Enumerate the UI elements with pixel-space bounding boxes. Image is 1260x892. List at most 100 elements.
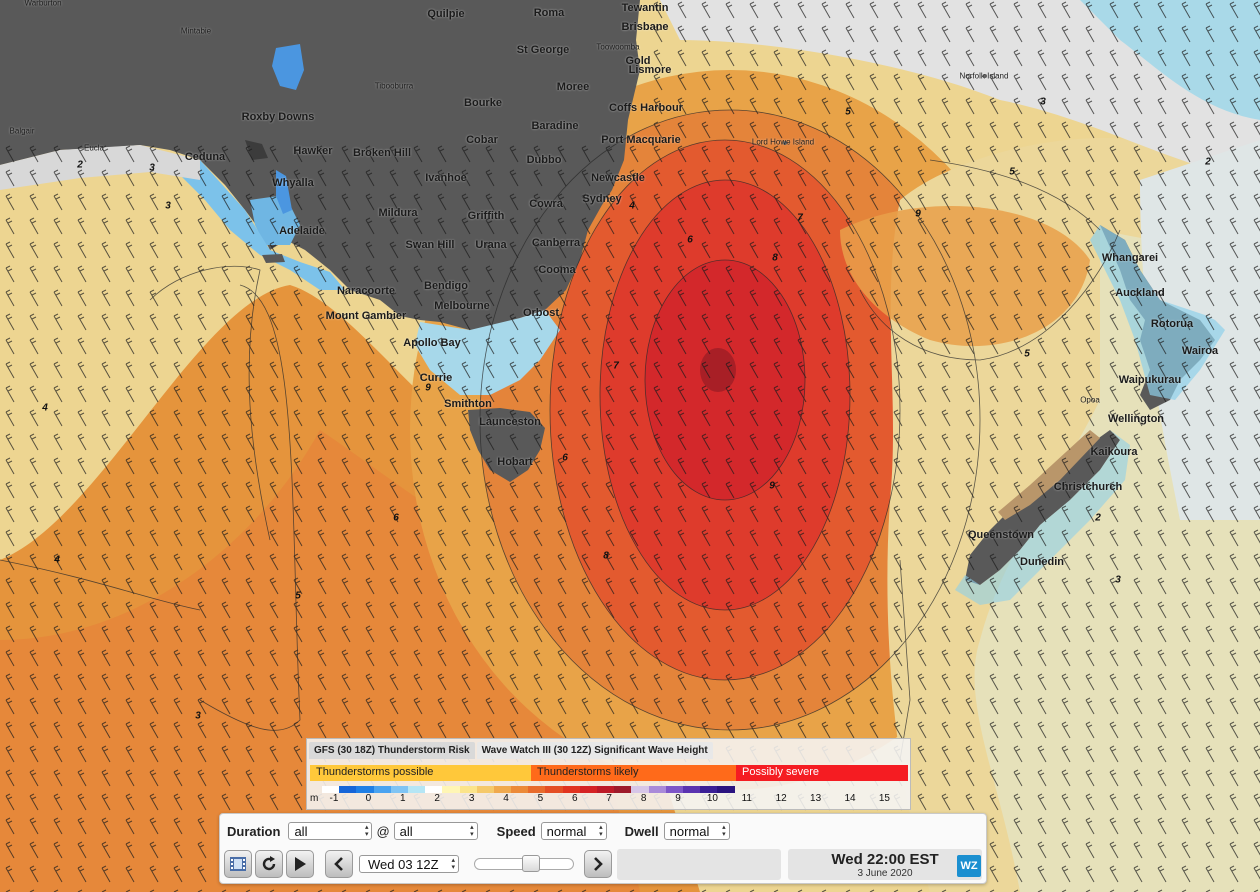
play-icon[interactable] — [286, 850, 314, 878]
contour-value-label: 8 — [603, 550, 609, 562]
speed-value: normal — [546, 824, 587, 839]
scale-color-swatch — [717, 786, 735, 793]
scale-color-swatch — [322, 786, 340, 793]
place-label: Hobart — [497, 456, 533, 468]
scale-color-swatch — [442, 786, 460, 793]
place-label: Naracoorte — [336, 285, 396, 297]
place-label: Dubbo — [526, 154, 562, 166]
wave-contours — [0, 109, 1121, 761]
status-area — [617, 849, 781, 880]
legend-tab-thunderstorm[interactable]: GFS (30 18Z) Thunderstorm Risk — [309, 742, 475, 759]
scale-color-swatch — [511, 786, 529, 793]
speed-select[interactable]: normal — [540, 822, 607, 840]
wave-height-scale — [322, 786, 735, 793]
scale-tick-label: 12 — [775, 793, 787, 804]
contour-value-label: 4 — [42, 402, 48, 414]
scale-unit: m — [310, 793, 319, 804]
place-label: Adelaide — [279, 225, 325, 237]
place-label: Swan Hill — [405, 239, 455, 251]
place-label: Apollo Bay — [403, 337, 461, 349]
legend-tab-wave-height[interactable]: Wave Watch III (30 12Z) Significant Wave… — [476, 742, 713, 759]
duration-select[interactable]: all — [288, 822, 373, 840]
reload-icon[interactable] — [255, 850, 283, 878]
ts-likely: Thunderstorms likely — [531, 765, 736, 781]
place-label: Cooma — [538, 264, 576, 276]
contour-value-label: 7 — [797, 212, 803, 224]
contour-value-label: 5 — [295, 590, 301, 602]
place-label: Moree — [556, 81, 590, 93]
place-label: Waipukurau — [1118, 374, 1182, 386]
place-label: Gold — [625, 55, 651, 67]
contour-value-label: 5 — [1024, 348, 1030, 360]
scale-color-swatch — [390, 786, 408, 793]
contour-value-label: 2 — [1095, 512, 1101, 524]
place-label: Opoa — [1080, 395, 1100, 405]
map-legend: GFS (30 18Z) Thunderstorm Risk Wave Watc… — [306, 738, 911, 810]
weatherzone-logo[interactable]: WZ — [957, 855, 981, 877]
scale-tick-label: 10 — [706, 793, 718, 804]
place-label: Launceston — [479, 416, 541, 428]
place-label: Brisbane — [621, 21, 669, 33]
scale-color-swatch — [648, 786, 666, 793]
scale-tick-label: 1 — [400, 793, 406, 804]
scale-tick-label: 9 — [675, 793, 681, 804]
ts-possible-label: Thunderstorms possible — [316, 766, 434, 778]
place-label: Wairoa — [1181, 345, 1219, 357]
place-label: Ivanhoe — [425, 172, 467, 184]
place-label: Lord Howe Island — [751, 137, 815, 147]
place-label: Hawker — [293, 145, 333, 157]
scale-color-swatch — [700, 786, 718, 793]
scale-tick-label: 8 — [640, 793, 647, 804]
at-select[interactable]: all — [393, 822, 478, 840]
contour-value-label: 6 — [687, 234, 693, 246]
previous-step-icon[interactable] — [325, 850, 353, 878]
place-label: Cowra — [529, 198, 563, 210]
place-label: Kaikoura — [1090, 446, 1138, 458]
at-symbol: @ — [376, 823, 390, 839]
place-label: Baradine — [531, 120, 579, 132]
lord-howe-island — [783, 141, 787, 145]
contour-value-label: 3 — [195, 710, 201, 722]
scale-tick-label: -1 — [329, 793, 339, 804]
place-label: Rotorua — [1150, 318, 1194, 330]
place-label: Bendigo — [424, 280, 468, 292]
film-icon[interactable] — [224, 850, 252, 878]
wind-barbs-north — [640, 0, 1260, 140]
scale-tick-label: 5 — [537, 793, 544, 804]
place-label: Urana — [475, 239, 507, 251]
place-label: Griffith — [467, 210, 505, 222]
duration-label: Duration — [227, 823, 281, 839]
place-label: Roxby Downs — [241, 111, 315, 123]
dwell-select[interactable]: normal — [663, 822, 730, 840]
contour-value-label: 7 — [613, 360, 619, 372]
place-label: Warburton — [24, 0, 62, 8]
scale-color-swatch — [356, 786, 374, 793]
next-step-icon[interactable] — [584, 850, 612, 878]
contour-value-label: 5 — [1009, 166, 1015, 178]
lake-eyre — [272, 44, 304, 90]
place-label: Orbost — [522, 307, 560, 319]
ts-possible: Thunderstorms possible — [310, 765, 531, 781]
contour-value-label: 2 — [1205, 156, 1211, 168]
place-label: Whangarei — [1101, 252, 1159, 264]
place-label: Whyalla — [272, 177, 314, 189]
place-label: Ceduna — [184, 151, 226, 163]
place-label: Port Macquarie — [601, 134, 681, 146]
place-label: Broken Hill — [352, 147, 412, 159]
dwell-value: normal — [669, 824, 710, 839]
place-label: Smithton — [444, 398, 492, 410]
ts-severe-label: Possibly severe — [742, 766, 820, 778]
place-label: Currie — [419, 372, 453, 384]
place-label: Tewantin — [621, 2, 669, 14]
time-step-select[interactable]: Wed 03 12Z — [359, 855, 459, 873]
scale-color-swatch — [682, 786, 701, 793]
place-label: Quilpie — [427, 8, 465, 20]
place-label: Wellington — [1107, 413, 1165, 425]
scale-color-swatch — [579, 786, 597, 793]
place-label: Canberra — [531, 237, 581, 249]
norfolk-island-dot — [983, 74, 987, 78]
timeline-slider-thumb[interactable] — [522, 855, 540, 872]
scale-tick-label: 6 — [572, 793, 578, 804]
place-label: Sydney — [582, 193, 622, 205]
